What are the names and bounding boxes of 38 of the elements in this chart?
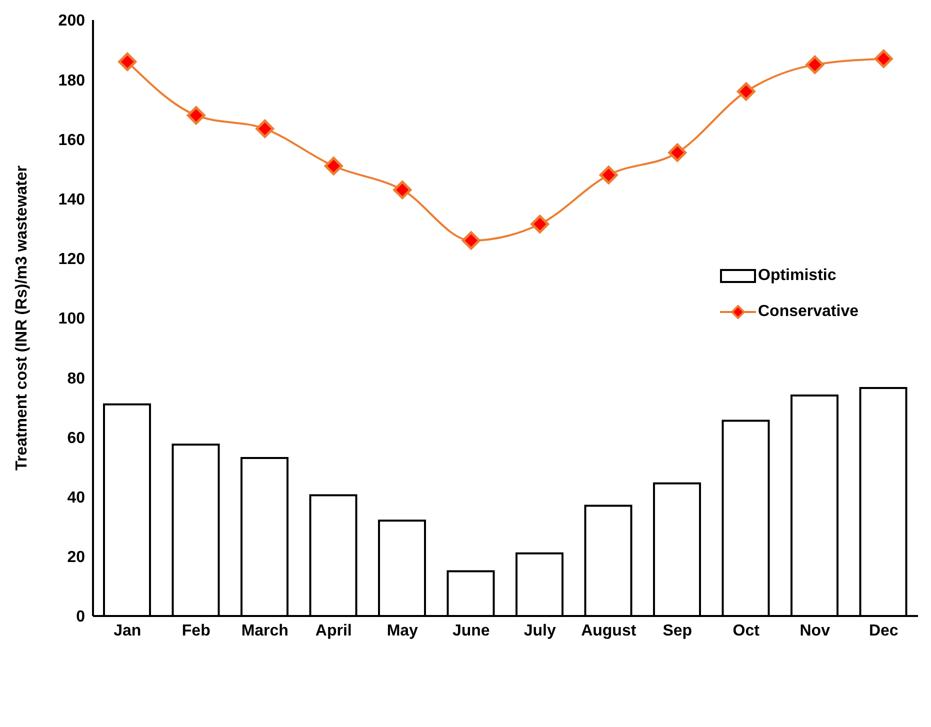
point [599, 166, 618, 184]
y-tick-label: 160 [58, 132, 86, 149]
x-tick-label: Dec [868, 622, 898, 640]
point [324, 156, 343, 176]
point [393, 180, 412, 200]
y-tick-label: 0 [76, 608, 86, 626]
y-tick-label: 120 [58, 251, 86, 268]
x-tick-label: Jan [114, 622, 142, 640]
point [118, 52, 137, 71]
point [736, 82, 756, 101]
x-tick-label: August [581, 622, 637, 640]
x-tick-label: March [241, 622, 288, 640]
point [668, 143, 687, 162]
point [806, 55, 824, 74]
y-tick-label: 80 [67, 370, 86, 388]
y-axis-title: Treatment cost (INR (Rs)/m3 wastewater [14, 166, 31, 470]
y-tick-label: 40 [67, 489, 86, 506]
legend-label: Conservative [758, 303, 858, 321]
x-tick-label: May [386, 622, 418, 640]
x-tick-label: June [452, 622, 490, 640]
y-tick-label: 200 [58, 12, 86, 30]
x-tick-label: Feb [182, 622, 211, 640]
y-tick-label: 20 [67, 549, 86, 566]
x-tick-label: Nov [800, 622, 830, 640]
x-tick-label: April [315, 622, 352, 640]
y-tick-label: 60 [67, 430, 86, 447]
point [462, 231, 480, 250]
y-tick-label: 180 [58, 72, 86, 90]
x-tick-label: Oct [732, 622, 760, 640]
point [874, 49, 893, 68]
y-tick-label: 140 [58, 191, 86, 208]
point [186, 106, 206, 125]
x-tick-label: Sep [662, 622, 692, 640]
legend-label: Optimistic [758, 267, 836, 285]
point [256, 120, 274, 138]
x-tick-label: July [524, 622, 556, 640]
y-tick-label: 100 [58, 310, 86, 328]
point [530, 214, 550, 234]
